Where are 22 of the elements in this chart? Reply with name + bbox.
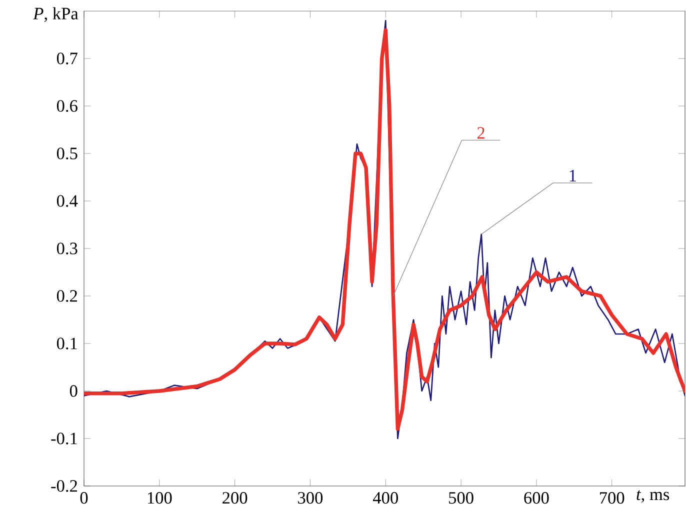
x-tick-label: 300 — [298, 492, 323, 504]
x-axis-title: t, ms — [636, 490, 670, 503]
x-tick-label: 700 — [600, 492, 624, 504]
x-tick-label: 0 — [80, 492, 88, 504]
text: 1 — [570, 170, 576, 182]
y-tick-label: 0.1 — [56, 338, 77, 350]
x-tick-label: 200 — [222, 492, 248, 504]
y-tick-label: 0.5 — [56, 148, 78, 160]
y-tick-label: 0.7 — [56, 52, 78, 64]
y-tick-label: 0 — [70, 385, 78, 397]
y-axis-title: P, kPa — [33, 7, 78, 22]
x-tick-label: 500 — [449, 492, 474, 504]
x-tick-label: 400 — [372, 492, 398, 504]
y-tick-label: 0.2 — [56, 290, 78, 302]
y-tick-label: -0.2 — [51, 480, 78, 492]
y-tick-label: -0.1 — [51, 432, 77, 444]
x-tick-label: 600 — [524, 492, 549, 504]
y-tick-label: 0.3 — [56, 242, 78, 254]
y-tick-label: 0.4 — [56, 195, 78, 207]
text: 2 — [477, 127, 484, 139]
y-tick-label: 0.6 — [56, 100, 78, 112]
x-tick-label: 100 — [148, 492, 172, 504]
